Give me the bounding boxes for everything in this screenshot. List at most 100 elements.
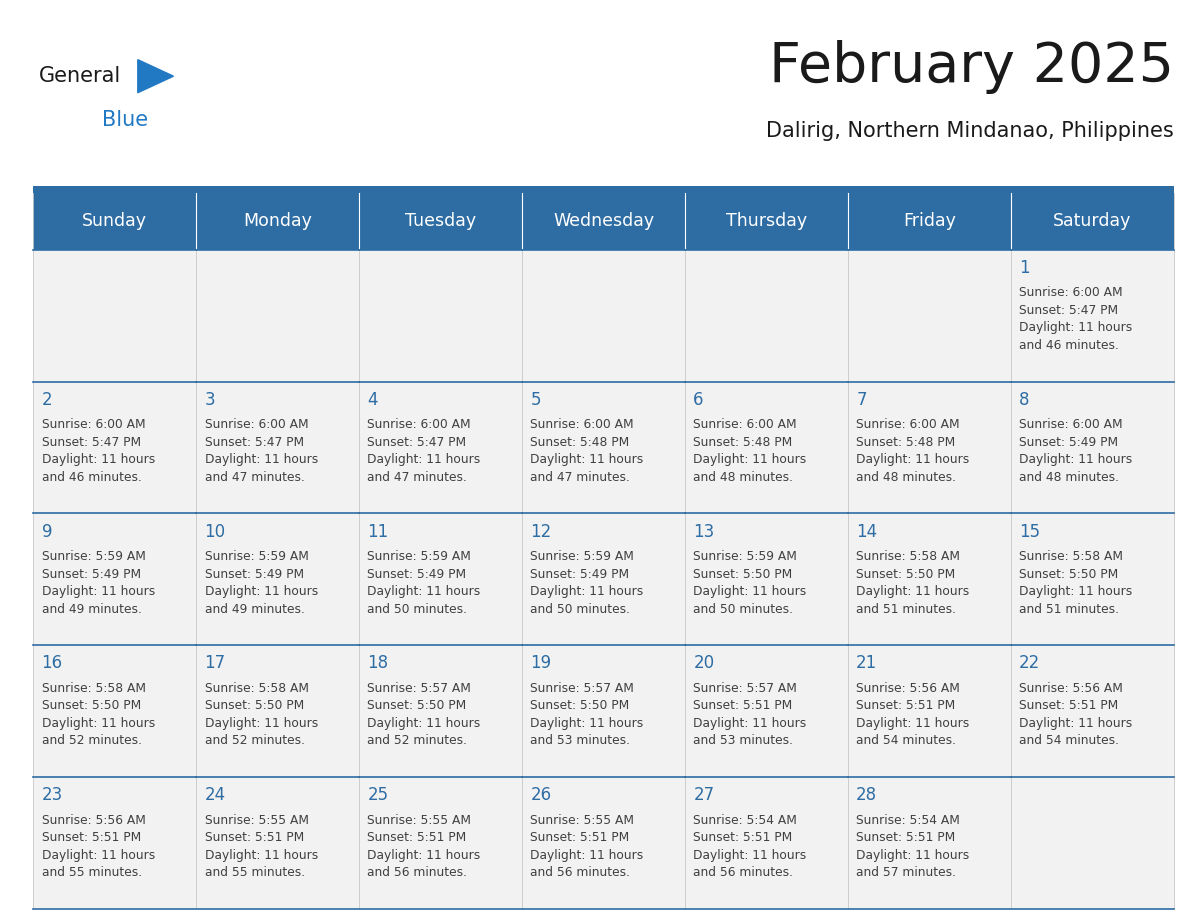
Text: 24: 24 (204, 786, 226, 804)
Bar (196, 382, 359, 513)
Bar (1011, 193, 1174, 250)
Bar (522, 513, 685, 645)
Text: Sunrise: 6:00 AM
Sunset: 5:48 PM
Daylight: 11 hours
and 47 minutes.: Sunrise: 6:00 AM Sunset: 5:48 PM Dayligh… (530, 419, 644, 484)
Bar (33, 186, 1174, 193)
Text: Sunrise: 5:58 AM
Sunset: 5:50 PM
Daylight: 11 hours
and 51 minutes.: Sunrise: 5:58 AM Sunset: 5:50 PM Dayligh… (1019, 550, 1132, 616)
Bar (1011, 382, 1174, 513)
Bar (1011, 513, 1174, 645)
Text: Sunrise: 5:57 AM
Sunset: 5:50 PM
Daylight: 11 hours
and 52 minutes.: Sunrise: 5:57 AM Sunset: 5:50 PM Dayligh… (367, 682, 481, 747)
Bar (359, 645, 522, 777)
Text: Sunrise: 6:00 AM
Sunset: 5:47 PM
Daylight: 11 hours
and 47 minutes.: Sunrise: 6:00 AM Sunset: 5:47 PM Dayligh… (367, 419, 481, 484)
Text: Sunrise: 5:56 AM
Sunset: 5:51 PM
Daylight: 11 hours
and 55 minutes.: Sunrise: 5:56 AM Sunset: 5:51 PM Dayligh… (42, 813, 154, 879)
Text: Sunrise: 6:00 AM
Sunset: 5:48 PM
Daylight: 11 hours
and 48 minutes.: Sunrise: 6:00 AM Sunset: 5:48 PM Dayligh… (857, 419, 969, 484)
Text: 26: 26 (530, 786, 551, 804)
Text: Wednesday: Wednesday (552, 212, 655, 230)
Text: 10: 10 (204, 522, 226, 541)
Text: Sunrise: 5:59 AM
Sunset: 5:49 PM
Daylight: 11 hours
and 50 minutes.: Sunrise: 5:59 AM Sunset: 5:49 PM Dayligh… (367, 550, 481, 616)
Text: Sunrise: 5:59 AM
Sunset: 5:49 PM
Daylight: 11 hours
and 49 minutes.: Sunrise: 5:59 AM Sunset: 5:49 PM Dayligh… (42, 550, 154, 616)
Bar (848, 250, 1011, 382)
Bar (33, 645, 196, 777)
Bar (33, 513, 196, 645)
Text: 27: 27 (694, 786, 714, 804)
Bar (522, 193, 685, 250)
Bar (685, 193, 848, 250)
Text: February 2025: February 2025 (769, 40, 1174, 94)
Bar (685, 777, 848, 909)
Bar (359, 513, 522, 645)
Text: 19: 19 (530, 655, 551, 672)
Bar (848, 645, 1011, 777)
Text: 7: 7 (857, 391, 867, 409)
Bar (196, 193, 359, 250)
Bar (196, 645, 359, 777)
Bar (196, 513, 359, 645)
Bar (685, 513, 848, 645)
Text: Sunrise: 5:55 AM
Sunset: 5:51 PM
Daylight: 11 hours
and 56 minutes.: Sunrise: 5:55 AM Sunset: 5:51 PM Dayligh… (367, 813, 481, 879)
Text: 5: 5 (530, 391, 541, 409)
Text: 22: 22 (1019, 655, 1041, 672)
Text: Dalirig, Northern Mindanao, Philippines: Dalirig, Northern Mindanao, Philippines (766, 121, 1174, 141)
Text: Monday: Monday (244, 212, 312, 230)
Bar (848, 777, 1011, 909)
Text: 11: 11 (367, 522, 388, 541)
Text: 2: 2 (42, 391, 52, 409)
Bar (848, 382, 1011, 513)
Text: 17: 17 (204, 655, 226, 672)
Text: Sunrise: 5:54 AM
Sunset: 5:51 PM
Daylight: 11 hours
and 57 minutes.: Sunrise: 5:54 AM Sunset: 5:51 PM Dayligh… (857, 813, 969, 879)
Text: 9: 9 (42, 522, 52, 541)
Text: 6: 6 (694, 391, 703, 409)
Text: 3: 3 (204, 391, 215, 409)
Text: Sunrise: 5:55 AM
Sunset: 5:51 PM
Daylight: 11 hours
and 56 minutes.: Sunrise: 5:55 AM Sunset: 5:51 PM Dayligh… (530, 813, 644, 879)
Bar (685, 382, 848, 513)
Bar (522, 250, 685, 382)
Text: Tuesday: Tuesday (405, 212, 476, 230)
Text: Sunrise: 6:00 AM
Sunset: 5:48 PM
Daylight: 11 hours
and 48 minutes.: Sunrise: 6:00 AM Sunset: 5:48 PM Dayligh… (694, 419, 807, 484)
Text: Sunrise: 6:00 AM
Sunset: 5:47 PM
Daylight: 11 hours
and 46 minutes.: Sunrise: 6:00 AM Sunset: 5:47 PM Dayligh… (1019, 286, 1132, 352)
Text: Sunrise: 5:58 AM
Sunset: 5:50 PM
Daylight: 11 hours
and 52 minutes.: Sunrise: 5:58 AM Sunset: 5:50 PM Dayligh… (204, 682, 317, 747)
Text: General: General (39, 66, 121, 86)
Bar (685, 645, 848, 777)
Text: Sunrise: 5:56 AM
Sunset: 5:51 PM
Daylight: 11 hours
and 54 minutes.: Sunrise: 5:56 AM Sunset: 5:51 PM Dayligh… (1019, 682, 1132, 747)
Text: Sunrise: 5:59 AM
Sunset: 5:49 PM
Daylight: 11 hours
and 49 minutes.: Sunrise: 5:59 AM Sunset: 5:49 PM Dayligh… (204, 550, 317, 616)
Text: 12: 12 (530, 522, 551, 541)
Text: 1: 1 (1019, 259, 1030, 277)
Text: 28: 28 (857, 786, 877, 804)
Text: Sunrise: 5:59 AM
Sunset: 5:50 PM
Daylight: 11 hours
and 50 minutes.: Sunrise: 5:59 AM Sunset: 5:50 PM Dayligh… (694, 550, 807, 616)
Text: 4: 4 (367, 391, 378, 409)
Bar (359, 193, 522, 250)
Bar (359, 250, 522, 382)
Text: Sunrise: 6:00 AM
Sunset: 5:47 PM
Daylight: 11 hours
and 46 minutes.: Sunrise: 6:00 AM Sunset: 5:47 PM Dayligh… (42, 419, 154, 484)
Bar (1011, 645, 1174, 777)
Bar (196, 777, 359, 909)
Bar (522, 645, 685, 777)
Bar (33, 193, 196, 250)
Bar (848, 193, 1011, 250)
Text: Sunrise: 5:59 AM
Sunset: 5:49 PM
Daylight: 11 hours
and 50 minutes.: Sunrise: 5:59 AM Sunset: 5:49 PM Dayligh… (530, 550, 644, 616)
Text: 25: 25 (367, 786, 388, 804)
Bar (196, 250, 359, 382)
Bar (359, 382, 522, 513)
Text: Sunrise: 5:54 AM
Sunset: 5:51 PM
Daylight: 11 hours
and 56 minutes.: Sunrise: 5:54 AM Sunset: 5:51 PM Dayligh… (694, 813, 807, 879)
Bar (359, 777, 522, 909)
Bar (1011, 250, 1174, 382)
Text: 21: 21 (857, 655, 878, 672)
Text: 13: 13 (694, 522, 714, 541)
Bar (33, 777, 196, 909)
Text: Sunrise: 5:57 AM
Sunset: 5:51 PM
Daylight: 11 hours
and 53 minutes.: Sunrise: 5:57 AM Sunset: 5:51 PM Dayligh… (694, 682, 807, 747)
Text: 18: 18 (367, 655, 388, 672)
Text: 16: 16 (42, 655, 63, 672)
Bar (33, 382, 196, 513)
Text: Sunday: Sunday (82, 212, 147, 230)
Bar (33, 250, 196, 382)
Text: 14: 14 (857, 522, 877, 541)
Text: 23: 23 (42, 786, 63, 804)
Bar (1011, 777, 1174, 909)
Text: 8: 8 (1019, 391, 1030, 409)
Text: Thursday: Thursday (726, 212, 807, 230)
Text: Sunrise: 5:56 AM
Sunset: 5:51 PM
Daylight: 11 hours
and 54 minutes.: Sunrise: 5:56 AM Sunset: 5:51 PM Dayligh… (857, 682, 969, 747)
Text: Sunrise: 6:00 AM
Sunset: 5:49 PM
Daylight: 11 hours
and 48 minutes.: Sunrise: 6:00 AM Sunset: 5:49 PM Dayligh… (1019, 419, 1132, 484)
Text: Sunrise: 5:55 AM
Sunset: 5:51 PM
Daylight: 11 hours
and 55 minutes.: Sunrise: 5:55 AM Sunset: 5:51 PM Dayligh… (204, 813, 317, 879)
Text: Friday: Friday (903, 212, 956, 230)
Bar (685, 250, 848, 382)
Text: 15: 15 (1019, 522, 1041, 541)
